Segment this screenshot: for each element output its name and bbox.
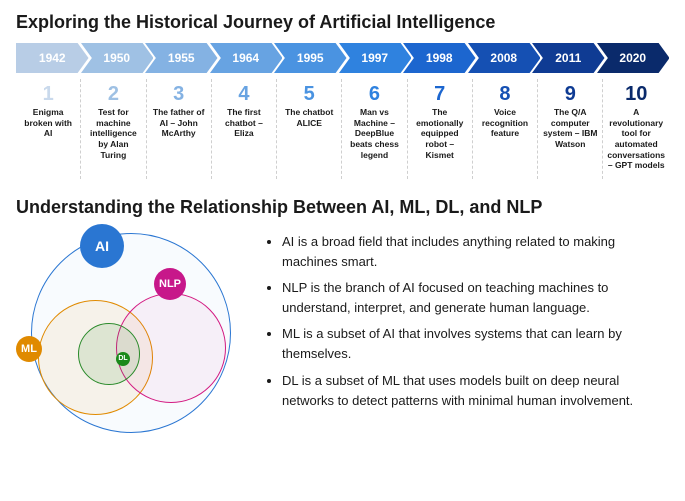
milestone-desc: A revolutionary tool for automated conve…	[607, 107, 665, 171]
milestone-card: 10A revolutionary tool for automated con…	[603, 79, 669, 179]
timeline-year: 1998	[426, 51, 453, 65]
section1-title: Exploring the Historical Journey of Arti…	[16, 12, 669, 33]
section2-title: Understanding the Relationship Between A…	[16, 197, 669, 218]
milestone-number: 6	[346, 83, 402, 105]
milestone-desc: Test for machine intelligence by Alan Tu…	[85, 107, 141, 160]
bullet-list: AI is a broad field that includes anythi…	[262, 228, 669, 417]
milestone-card: 4The first chatbot – Eliza	[212, 79, 277, 179]
milestone-number: 1	[20, 83, 76, 105]
timeline-chevron: 1997	[339, 43, 412, 73]
venn-badge-ai: AI	[80, 224, 124, 268]
milestone-number: 9	[542, 83, 598, 105]
diagram-row: AI NLP ML DL AI is a broad field that in…	[16, 228, 669, 438]
milestone-card: 8Voice recognition feature	[473, 79, 538, 179]
timeline-year: 1995	[297, 51, 324, 65]
timeline-milestones: 1Enigma broken with AI2Test for machine …	[16, 79, 669, 179]
venn-badge-dl: DL	[116, 352, 130, 366]
milestone-card: 7The emotionally equipped robot – Kismet	[408, 79, 473, 179]
milestone-card: 2Test for machine intelligence by Alan T…	[81, 79, 146, 179]
bullet-item: AI is a broad field that includes anythi…	[282, 232, 669, 272]
milestone-desc: Man vs Machine – DeepBlue beats chess le…	[346, 107, 402, 160]
milestone-card: 1Enigma broken with AI	[16, 79, 81, 179]
timeline-year: 2011	[555, 51, 581, 65]
bullet-item: NLP is the branch of AI focused on teach…	[282, 278, 669, 318]
timeline-chevron-row: 1942 1950 1955 1964 1995 1997 1998 2008 2011 2020	[16, 43, 669, 73]
milestone-number: 2	[85, 83, 141, 105]
venn-badge-nlp: NLP	[154, 268, 186, 300]
milestone-desc: The chatbot ALICE	[281, 107, 337, 128]
timeline-chevron: 1942	[16, 43, 89, 73]
bullet-item: ML is a subset of AI that involves syste…	[282, 324, 669, 364]
timeline-year: 2020	[619, 51, 646, 65]
timeline-chevron: 1955	[145, 43, 218, 73]
timeline-chevron: 1998	[403, 43, 476, 73]
milestone-desc: Voice recognition feature	[477, 107, 533, 139]
timeline-chevron: 1964	[210, 43, 283, 73]
venn-circle-dl	[78, 323, 140, 385]
milestone-desc: The Q/A computer system – IBM Watson	[542, 107, 598, 150]
timeline-chevron: 2011	[532, 43, 605, 73]
milestone-card: 3The father of AI – John McArthy	[147, 79, 212, 179]
milestone-desc: The emotionally equipped robot – Kismet	[412, 107, 468, 160]
milestone-card: 5The chatbot ALICE	[277, 79, 342, 179]
milestone-number: 10	[607, 83, 665, 105]
timeline-year: 1997	[361, 51, 388, 65]
milestone-number: 8	[477, 83, 533, 105]
milestone-number: 7	[412, 83, 468, 105]
timeline-chevron: 1995	[274, 43, 347, 73]
milestone-desc: The first chatbot – Eliza	[216, 107, 272, 139]
milestone-number: 5	[281, 83, 337, 105]
milestone-number: 4	[216, 83, 272, 105]
milestone-card: 6Man vs Machine – DeepBlue beats chess l…	[342, 79, 407, 179]
timeline-chevron: 1950	[81, 43, 154, 73]
timeline-year: 1950	[103, 51, 130, 65]
venn-badge-ml: ML	[16, 336, 42, 362]
timeline-year: 1964	[232, 51, 259, 65]
milestone-desc: Enigma broken with AI	[20, 107, 76, 139]
timeline-year: 1942	[39, 51, 66, 65]
timeline-year: 2008	[490, 51, 517, 65]
bullet-item: DL is a subset of ML that uses models bu…	[282, 371, 669, 411]
timeline-chevron: 2020	[597, 43, 670, 73]
milestone-card: 9The Q/A computer system – IBM Watson	[538, 79, 603, 179]
timeline-year: 1955	[168, 51, 195, 65]
timeline-chevron: 2008	[468, 43, 541, 73]
milestone-desc: The father of AI – John McArthy	[151, 107, 207, 139]
milestone-number: 3	[151, 83, 207, 105]
venn-diagram: AI NLP ML DL	[16, 228, 246, 438]
